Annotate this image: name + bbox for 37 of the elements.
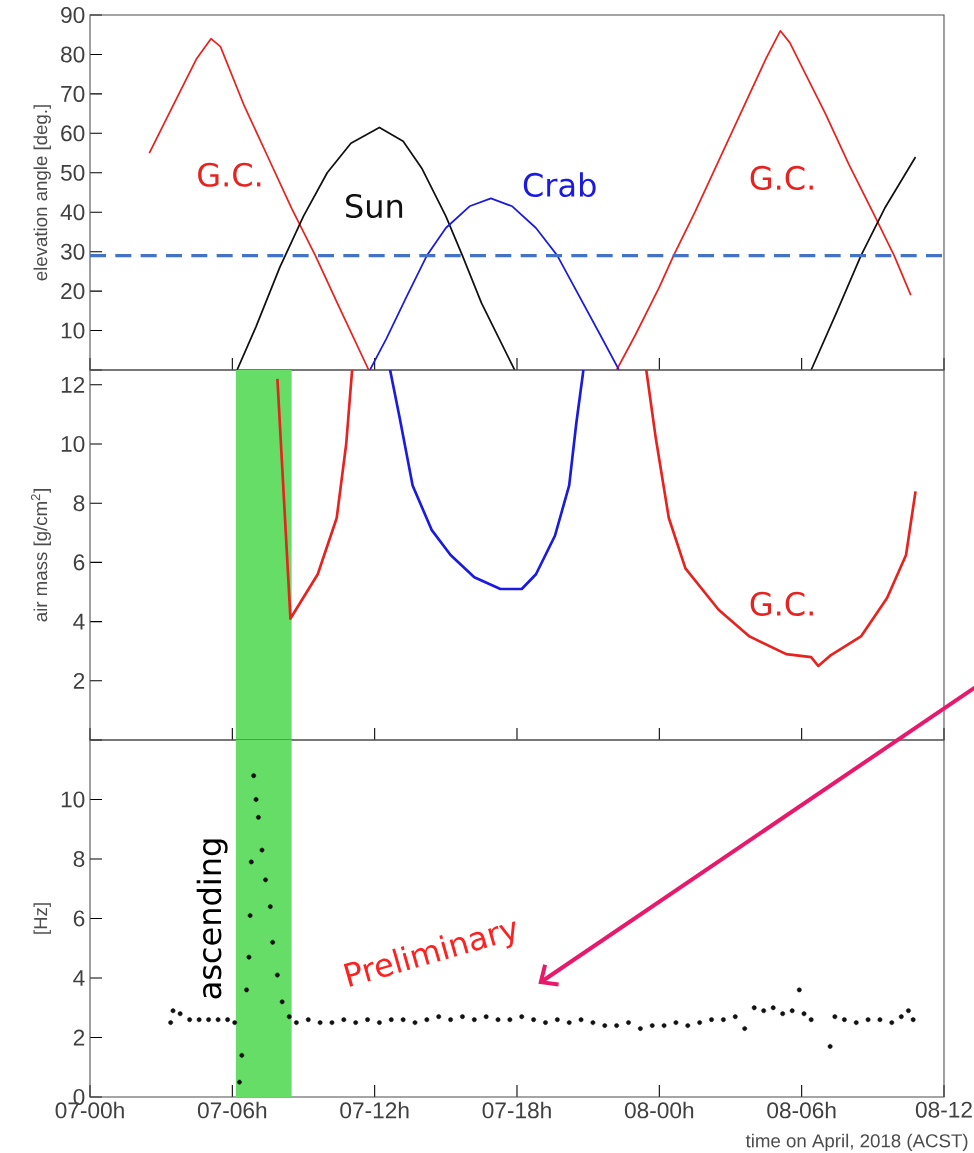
- y-axis-title: [Hz]: [33, 903, 51, 934]
- y-tick-label: 12: [61, 376, 85, 393]
- y-tick-label: 10: [61, 435, 85, 453]
- series-label: Sun: [346, 193, 403, 219]
- y-axis-title: air mass [g/cm$^{2}$]: [30, 489, 51, 622]
- y-tick-label: 80: [61, 46, 85, 63]
- y-tick-label: 2: [73, 1029, 85, 1046]
- line-series: [388, 369, 585, 591]
- y-tick-label: 8: [73, 495, 85, 512]
- y-tick-label: 30: [60, 243, 85, 260]
- text: G.C.: [750, 165, 813, 191]
- series-label: G.C.: [198, 162, 261, 187]
- x-tick-label: 07-06h: [197, 1101, 267, 1119]
- y-tick-label: 70: [61, 85, 85, 102]
- x-tick-label: 08-12: [915, 1101, 972, 1118]
- x-tick-label: 08-06h: [767, 1101, 836, 1119]
- y-tick-label: 90: [61, 6, 85, 24]
- series-label: G.C.: [750, 591, 813, 616]
- x-tick-label: 07-12h: [340, 1101, 409, 1119]
- band-label: ascending: [196, 839, 228, 999]
- y-tick-label: 8: [73, 850, 85, 868]
- y-axis-title: elevation angle [deg.]: [33, 105, 51, 281]
- x-tick-label: 07-18h: [482, 1101, 551, 1119]
- y-tick-label: 6: [73, 554, 85, 571]
- y-tick-label: 40: [60, 204, 85, 221]
- y-tick-label: 6: [73, 910, 85, 927]
- y-tick-label: 10: [61, 791, 85, 808]
- series-label: Crab: [523, 172, 596, 198]
- y-tick-label: 2: [73, 672, 85, 689]
- y-tick-label: 20: [61, 283, 85, 300]
- y-tick-label: 4: [73, 613, 85, 630]
- y-tick-label: 4: [73, 970, 85, 986]
- x-axis-title: time on April, 2018 (ACST): [745, 1133, 968, 1152]
- y-tick-label: 10: [61, 322, 85, 339]
- y-tick-label: 50: [60, 164, 85, 181]
- y-tick-label: 60: [61, 125, 85, 142]
- x-tick-label: 08-00h: [624, 1101, 694, 1119]
